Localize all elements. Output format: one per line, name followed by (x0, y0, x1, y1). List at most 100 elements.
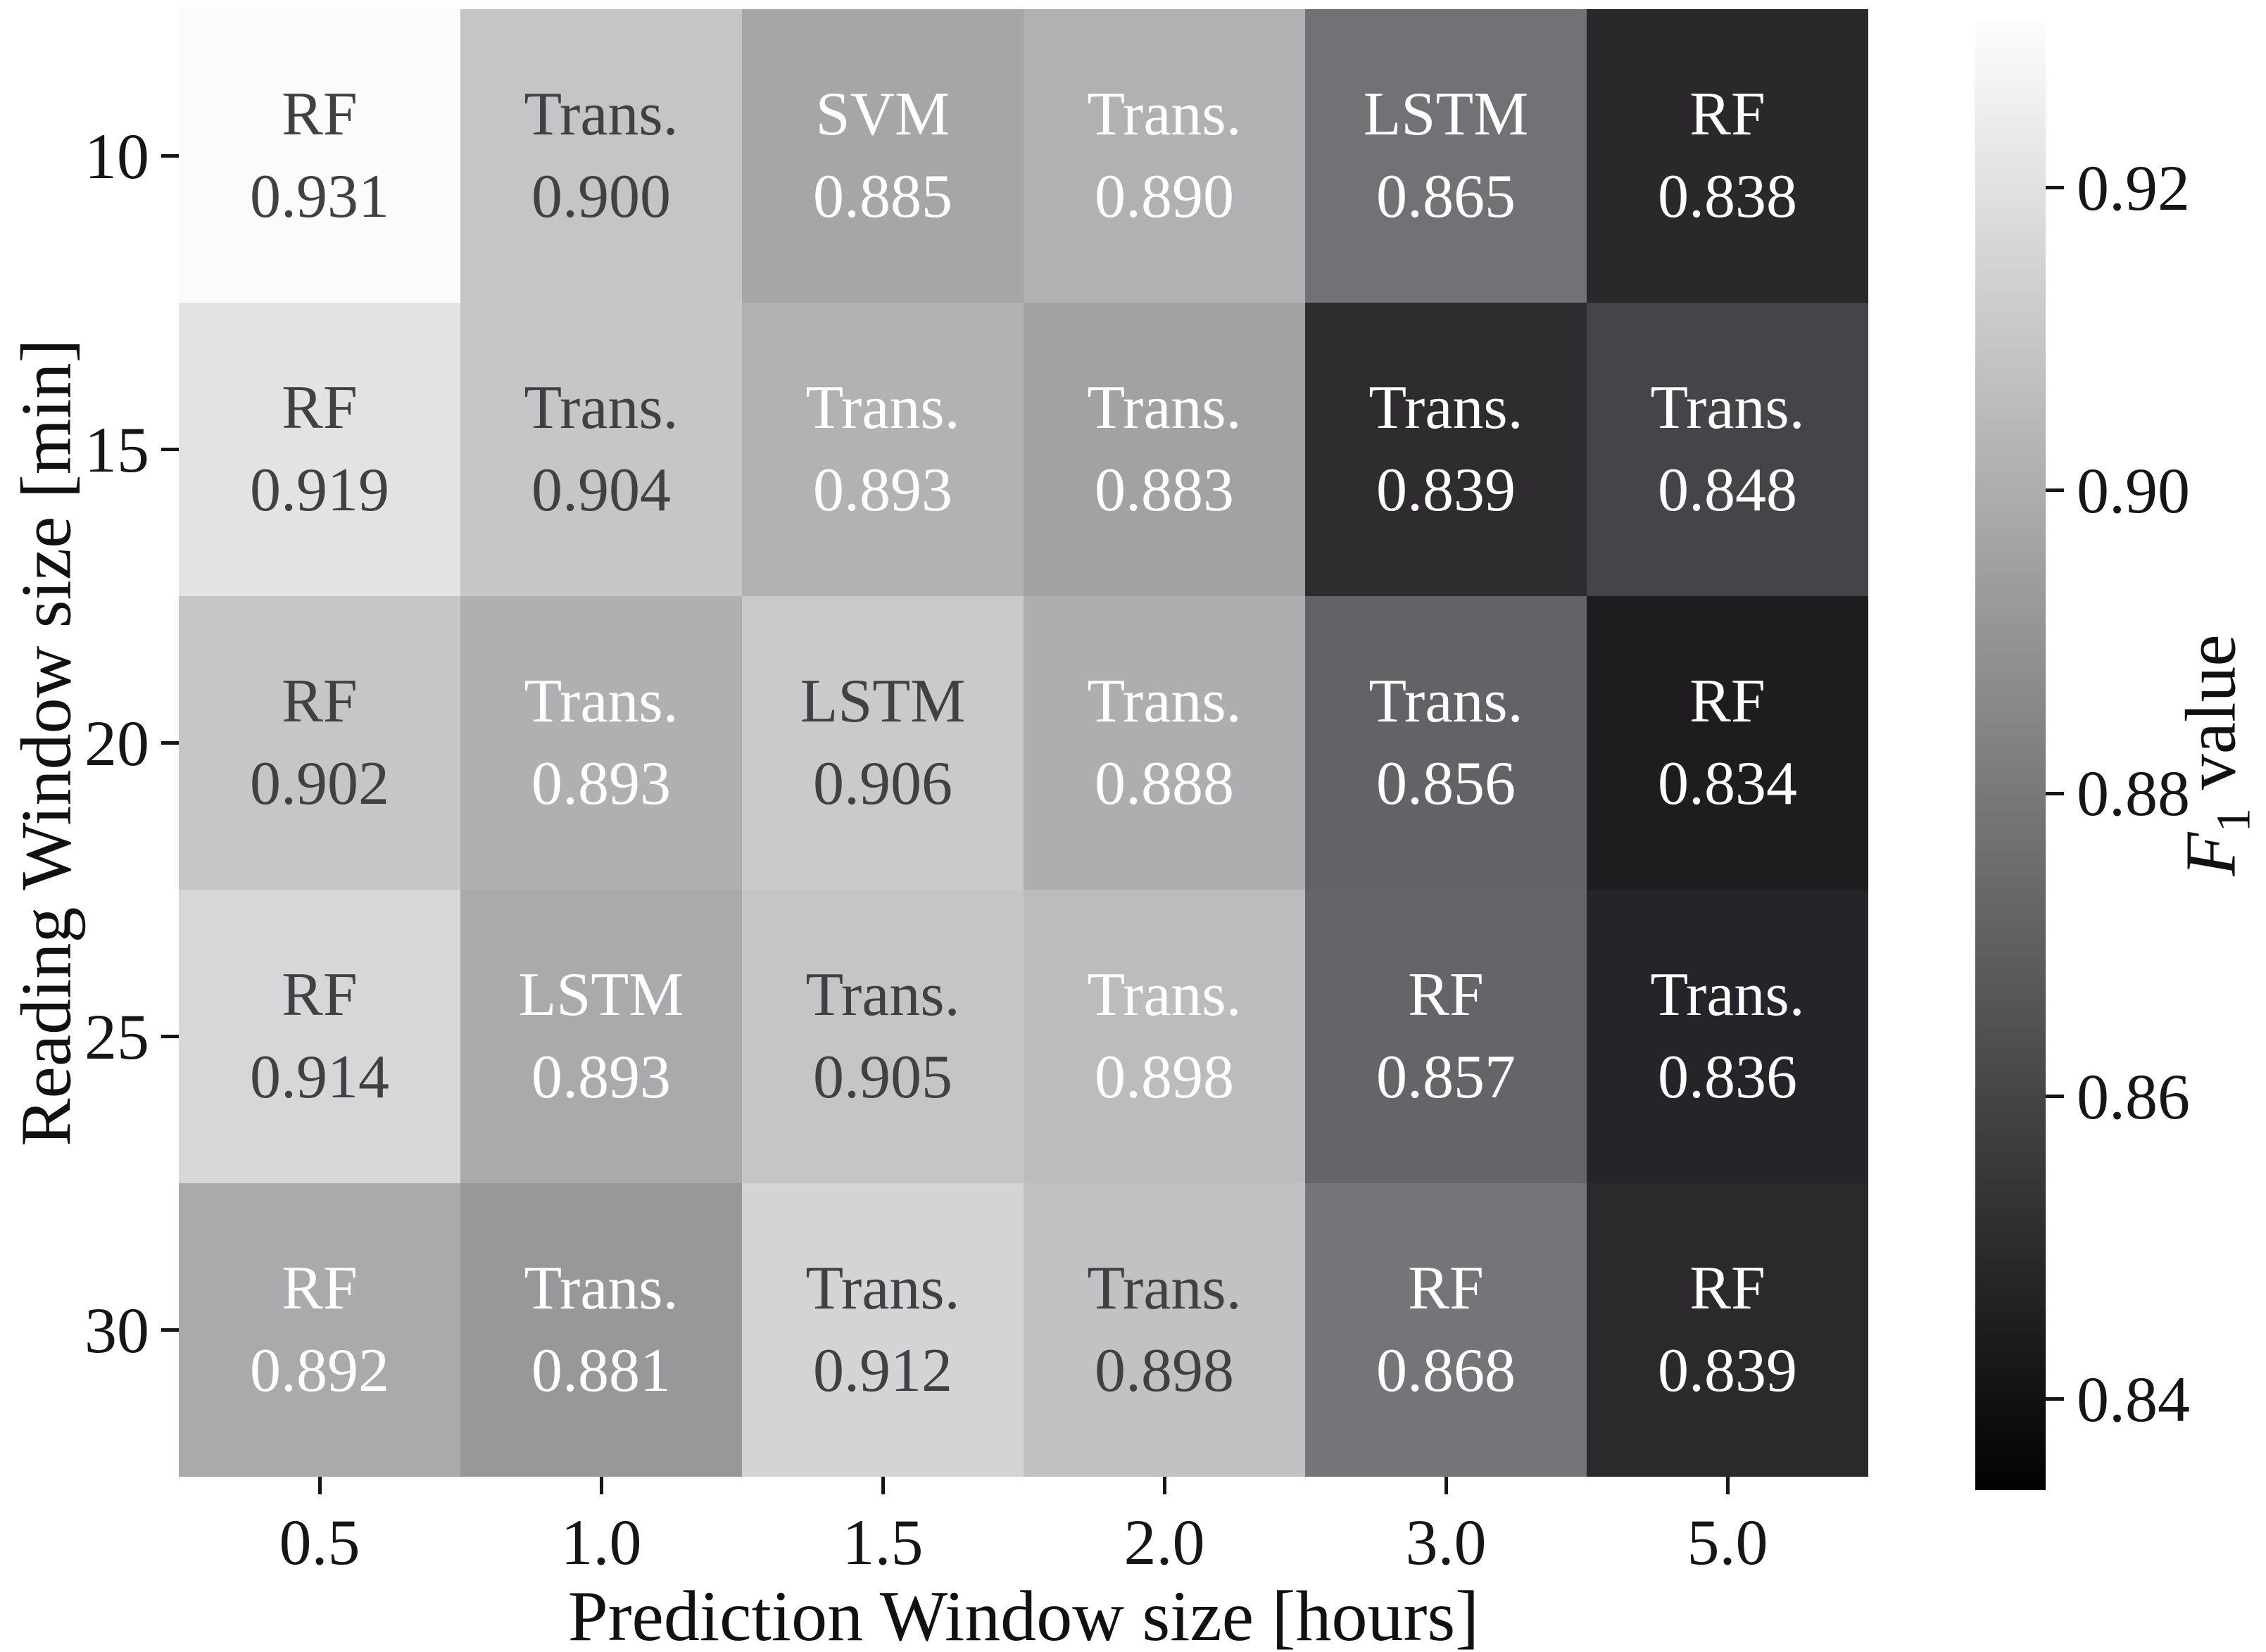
heatmap-cell-25-2.0: Trans. 0.898 (1024, 890, 1305, 1183)
colorbar-title-sub: 1 (2206, 807, 2261, 833)
cell-model-label: Trans. (805, 374, 960, 443)
cell-model-label: RF (1689, 667, 1765, 736)
y-tick-label-10: 10 (84, 120, 149, 192)
x-tick-mark (881, 1477, 885, 1494)
colorbar-gradient (1975, 21, 2046, 1490)
x-tick-mark (318, 1477, 322, 1494)
colorbar-tick-label-0.86: 0.86 (2077, 1060, 2190, 1133)
cell-model-label: LSTM (1363, 80, 1529, 149)
heatmap-cell-10-3.0: LSTM 0.865 (1305, 9, 1587, 303)
cell-model-label: Trans. (1087, 667, 1242, 736)
colorbar-tick-mark (2046, 186, 2064, 190)
x-tick-mark (600, 1477, 603, 1494)
x-tick-label-1.5: 1.5 (842, 1506, 924, 1578)
heatmap-cell-25-0.5: RF 0.914 (179, 890, 460, 1183)
heatmap-cell-25-5.0: Trans. 0.836 (1587, 890, 1868, 1183)
heatmap-cell-30-1.0: Trans. 0.881 (460, 1183, 742, 1477)
cell-f1-value: 0.888 (1095, 749, 1234, 818)
cell-f1-value: 0.898 (1095, 1042, 1234, 1111)
colorbar-tick-label-0.92: 0.92 (2077, 151, 2190, 224)
cell-f1-value: 0.905 (813, 1042, 952, 1111)
cell-f1-value: 0.914 (250, 1042, 389, 1111)
cell-f1-value: 0.912 (813, 1336, 952, 1405)
x-tick-mark (1163, 1477, 1166, 1494)
heatmap-cell-30-1.5: Trans. 0.912 (742, 1183, 1024, 1477)
cell-f1-value: 0.931 (250, 162, 389, 231)
cell-model-label: Trans. (1087, 1254, 1242, 1323)
cell-f1-value: 0.836 (1658, 1042, 1797, 1111)
heatmap-cell-20-3.0: Trans. 0.856 (1305, 596, 1587, 890)
cell-model-label: RF (1408, 961, 1484, 1030)
colorbar-tick-label-0.90: 0.90 (2077, 454, 2190, 527)
x-tick-label-0.5: 0.5 (279, 1506, 360, 1578)
cell-f1-value: 0.848 (1658, 455, 1797, 524)
heatmap-cell-10-1.0: Trans. 0.900 (460, 9, 742, 303)
cell-model-label: RF (282, 667, 358, 736)
x-tick-mark (1726, 1477, 1730, 1494)
cell-model-label: RF (282, 961, 358, 1030)
cell-model-label: Trans. (1087, 374, 1242, 443)
cell-f1-value: 0.857 (1376, 1042, 1516, 1111)
cell-model-label: LSTM (800, 667, 966, 736)
cell-model-label: Trans. (1368, 374, 1523, 443)
heatmap-grid: RF 0.931 Trans. 0.900 SVM 0.885 Trans. 0.890 LST… (179, 9, 1868, 1477)
x-tick-mark (1444, 1477, 1448, 1494)
cell-model-label: RF (1689, 1254, 1765, 1323)
heatmap-cell-20-1.0: Trans. 0.893 (460, 596, 742, 890)
cell-f1-value: 0.881 (531, 1336, 671, 1405)
y-tick-mark (161, 1035, 179, 1038)
cell-f1-value: 0.868 (1376, 1336, 1516, 1405)
heatmap-cell-30-0.5: RF 0.892 (179, 1183, 460, 1477)
heatmap-cell-15-1.5: Trans. 0.893 (742, 303, 1024, 596)
heatmap-cell-10-5.0: RF 0.838 (1587, 9, 1868, 303)
cell-f1-value: 0.902 (250, 749, 389, 818)
cell-f1-value: 0.906 (813, 749, 952, 818)
x-tick-label-1.0: 1.0 (560, 1506, 642, 1578)
colorbar-tick-label-0.84: 0.84 (2077, 1363, 2190, 1435)
cell-model-label: Trans. (1650, 961, 1805, 1030)
cell-model-label: RF (282, 1254, 358, 1323)
cell-model-label: Trans. (524, 374, 679, 443)
cell-model-label: RF (1408, 1254, 1484, 1323)
cell-f1-value: 0.839 (1376, 455, 1516, 524)
cell-model-label: Trans. (1650, 374, 1805, 443)
x-tick-label-3.0: 3.0 (1405, 1506, 1487, 1578)
heatmap-cell-20-5.0: RF 0.834 (1587, 596, 1868, 890)
heatmap-cell-30-2.0: Trans. 0.898 (1024, 1183, 1305, 1477)
cell-f1-value: 0.834 (1658, 749, 1797, 818)
cell-f1-value: 0.838 (1658, 162, 1797, 231)
heatmap-cell-30-5.0: RF 0.839 (1587, 1183, 1868, 1477)
x-tick-label-5.0: 5.0 (1687, 1506, 1768, 1578)
cell-model-label: Trans. (524, 667, 679, 736)
cell-f1-value: 0.893 (531, 1042, 671, 1111)
cell-model-label: RF (1689, 80, 1765, 149)
cell-model-label: Trans. (524, 80, 679, 149)
heatmap-cell-25-1.0: LSTM 0.893 (460, 890, 742, 1183)
heatmap-cell-30-3.0: RF 0.868 (1305, 1183, 1587, 1477)
colorbar-title-f: F (2171, 832, 2251, 876)
cell-model-label: Trans. (805, 961, 960, 1030)
y-tick-mark (161, 1328, 179, 1332)
colorbar-tick-mark (2046, 1095, 2064, 1099)
heatmap-cell-25-1.5: Trans. 0.905 (742, 890, 1024, 1183)
heatmap-cell-10-0.5: RF 0.931 (179, 9, 460, 303)
heatmap-cell-15-1.0: Trans. 0.904 (460, 303, 742, 596)
cell-model-label: Trans. (1087, 80, 1242, 149)
heatmap-cell-25-3.0: RF 0.857 (1305, 890, 1587, 1183)
cell-f1-value: 0.919 (250, 455, 389, 524)
x-axis-title: Prediction Window size [hours] (567, 1577, 1480, 1652)
y-tick-mark (161, 154, 179, 158)
x-tick-label-2.0: 2.0 (1123, 1506, 1205, 1578)
cell-f1-value: 0.900 (531, 162, 671, 231)
cell-f1-value: 0.892 (250, 1336, 389, 1405)
heatmap-cell-20-1.5: LSTM 0.906 (742, 596, 1024, 890)
colorbar-tick-mark (2046, 791, 2064, 795)
cell-f1-value: 0.904 (531, 455, 671, 524)
y-tick-label-30: 30 (84, 1294, 149, 1366)
cell-model-label: Trans. (1368, 667, 1523, 736)
cell-f1-value: 0.856 (1376, 749, 1516, 818)
y-tick-label-25: 25 (84, 1000, 149, 1073)
cell-f1-value: 0.883 (1095, 455, 1234, 524)
heatmap-cell-15-2.0: Trans. 0.883 (1024, 303, 1305, 596)
